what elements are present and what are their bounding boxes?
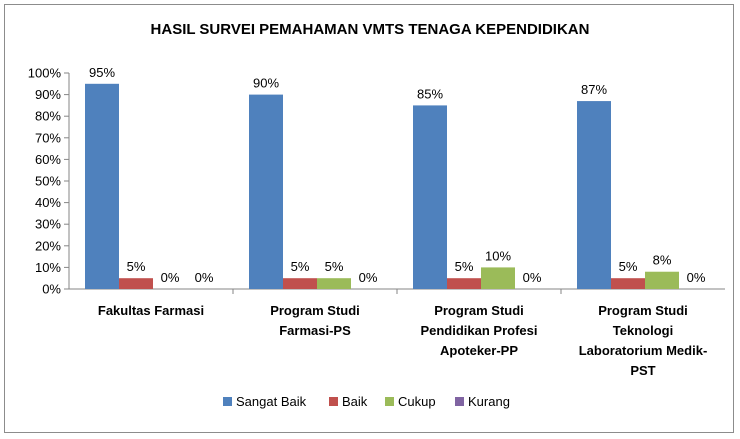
category-label: Laboratorium Medik- — [579, 343, 708, 358]
legend-swatch — [455, 397, 464, 406]
data-label: 0% — [195, 270, 214, 285]
bar — [645, 271, 679, 289]
data-label: 5% — [455, 259, 474, 274]
bar — [481, 267, 515, 289]
bar — [611, 278, 645, 289]
bar — [447, 278, 481, 289]
legend-label: Cukup — [398, 394, 436, 409]
y-tick-label: 50% — [35, 174, 61, 189]
category-label: Apoteker-PP — [440, 343, 518, 358]
category-labels: Fakultas Farmasi Program Studi Farmasi-PS P… — [98, 303, 707, 378]
y-tick-label: 20% — [35, 238, 61, 253]
legend-label: Sangat Baik — [236, 394, 307, 409]
data-label: 5% — [291, 259, 310, 274]
category-label: Pendidikan Profesi — [420, 323, 537, 338]
y-tick-label: 70% — [35, 130, 61, 145]
data-label: 85% — [417, 86, 443, 101]
data-label: 0% — [687, 270, 706, 285]
data-label: 5% — [325, 259, 344, 274]
legend-swatch — [385, 397, 394, 406]
bar — [283, 278, 317, 289]
chart-frame: HASIL SURVEI PEMAHAMAN VMTS TENAGA KEPEN… — [4, 4, 734, 433]
legend: Sangat Baik Baik Cukup Kurang — [223, 394, 510, 409]
category-label: Program Studi — [270, 303, 360, 318]
bar — [577, 101, 611, 289]
data-labels: 95% 5% 0% 0% 90% 5% 5% 0% 85% 5% 10% 0% 87% 5% 8% 0% — [89, 65, 706, 285]
legend-swatch — [329, 397, 338, 406]
y-tick-label: 40% — [35, 195, 61, 210]
y-tick-label: 80% — [35, 109, 61, 124]
bar — [119, 278, 153, 289]
legend-label: Kurang — [468, 394, 510, 409]
data-label: 10% — [485, 248, 511, 263]
bar — [85, 83, 119, 289]
category-label: Farmasi-PS — [279, 323, 351, 338]
y-tick-label: 60% — [35, 152, 61, 167]
category-label: Teknologi — [613, 323, 673, 338]
y-axis: 0% 10% 20% 30% 40% 50% 60% 70% 80% 90% 100% — [28, 66, 725, 297]
legend-swatch — [223, 397, 232, 406]
legend-label: Baik — [342, 394, 368, 409]
bar — [317, 278, 351, 289]
data-label: 5% — [127, 259, 146, 274]
chart-svg: HASIL SURVEI PEMAHAMAN VMTS TENAGA KEPEN… — [28, 21, 725, 409]
y-tick-label: 100% — [28, 66, 62, 81]
chart-title: HASIL SURVEI PEMAHAMAN VMTS TENAGA KEPEN… — [151, 21, 590, 38]
data-label: 0% — [161, 270, 180, 285]
data-label: 87% — [581, 82, 607, 97]
category-label: Fakultas Farmasi — [98, 303, 204, 318]
data-label: 8% — [653, 253, 672, 268]
category-label: PST — [630, 363, 655, 378]
y-tick-label: 30% — [35, 217, 61, 232]
data-label: 95% — [89, 65, 115, 80]
category-label: Program Studi — [598, 303, 688, 318]
y-tick-label: 0% — [42, 282, 61, 297]
y-tick-label: 90% — [35, 87, 61, 102]
data-label: 5% — [619, 259, 638, 274]
data-label: 90% — [253, 76, 279, 91]
category-label: Program Studi — [434, 303, 524, 318]
bars — [85, 83, 679, 294]
bar — [413, 105, 447, 290]
bar — [249, 94, 283, 289]
data-label: 0% — [523, 270, 542, 285]
y-tick-label: 10% — [35, 260, 61, 275]
data-label: 0% — [359, 270, 378, 285]
